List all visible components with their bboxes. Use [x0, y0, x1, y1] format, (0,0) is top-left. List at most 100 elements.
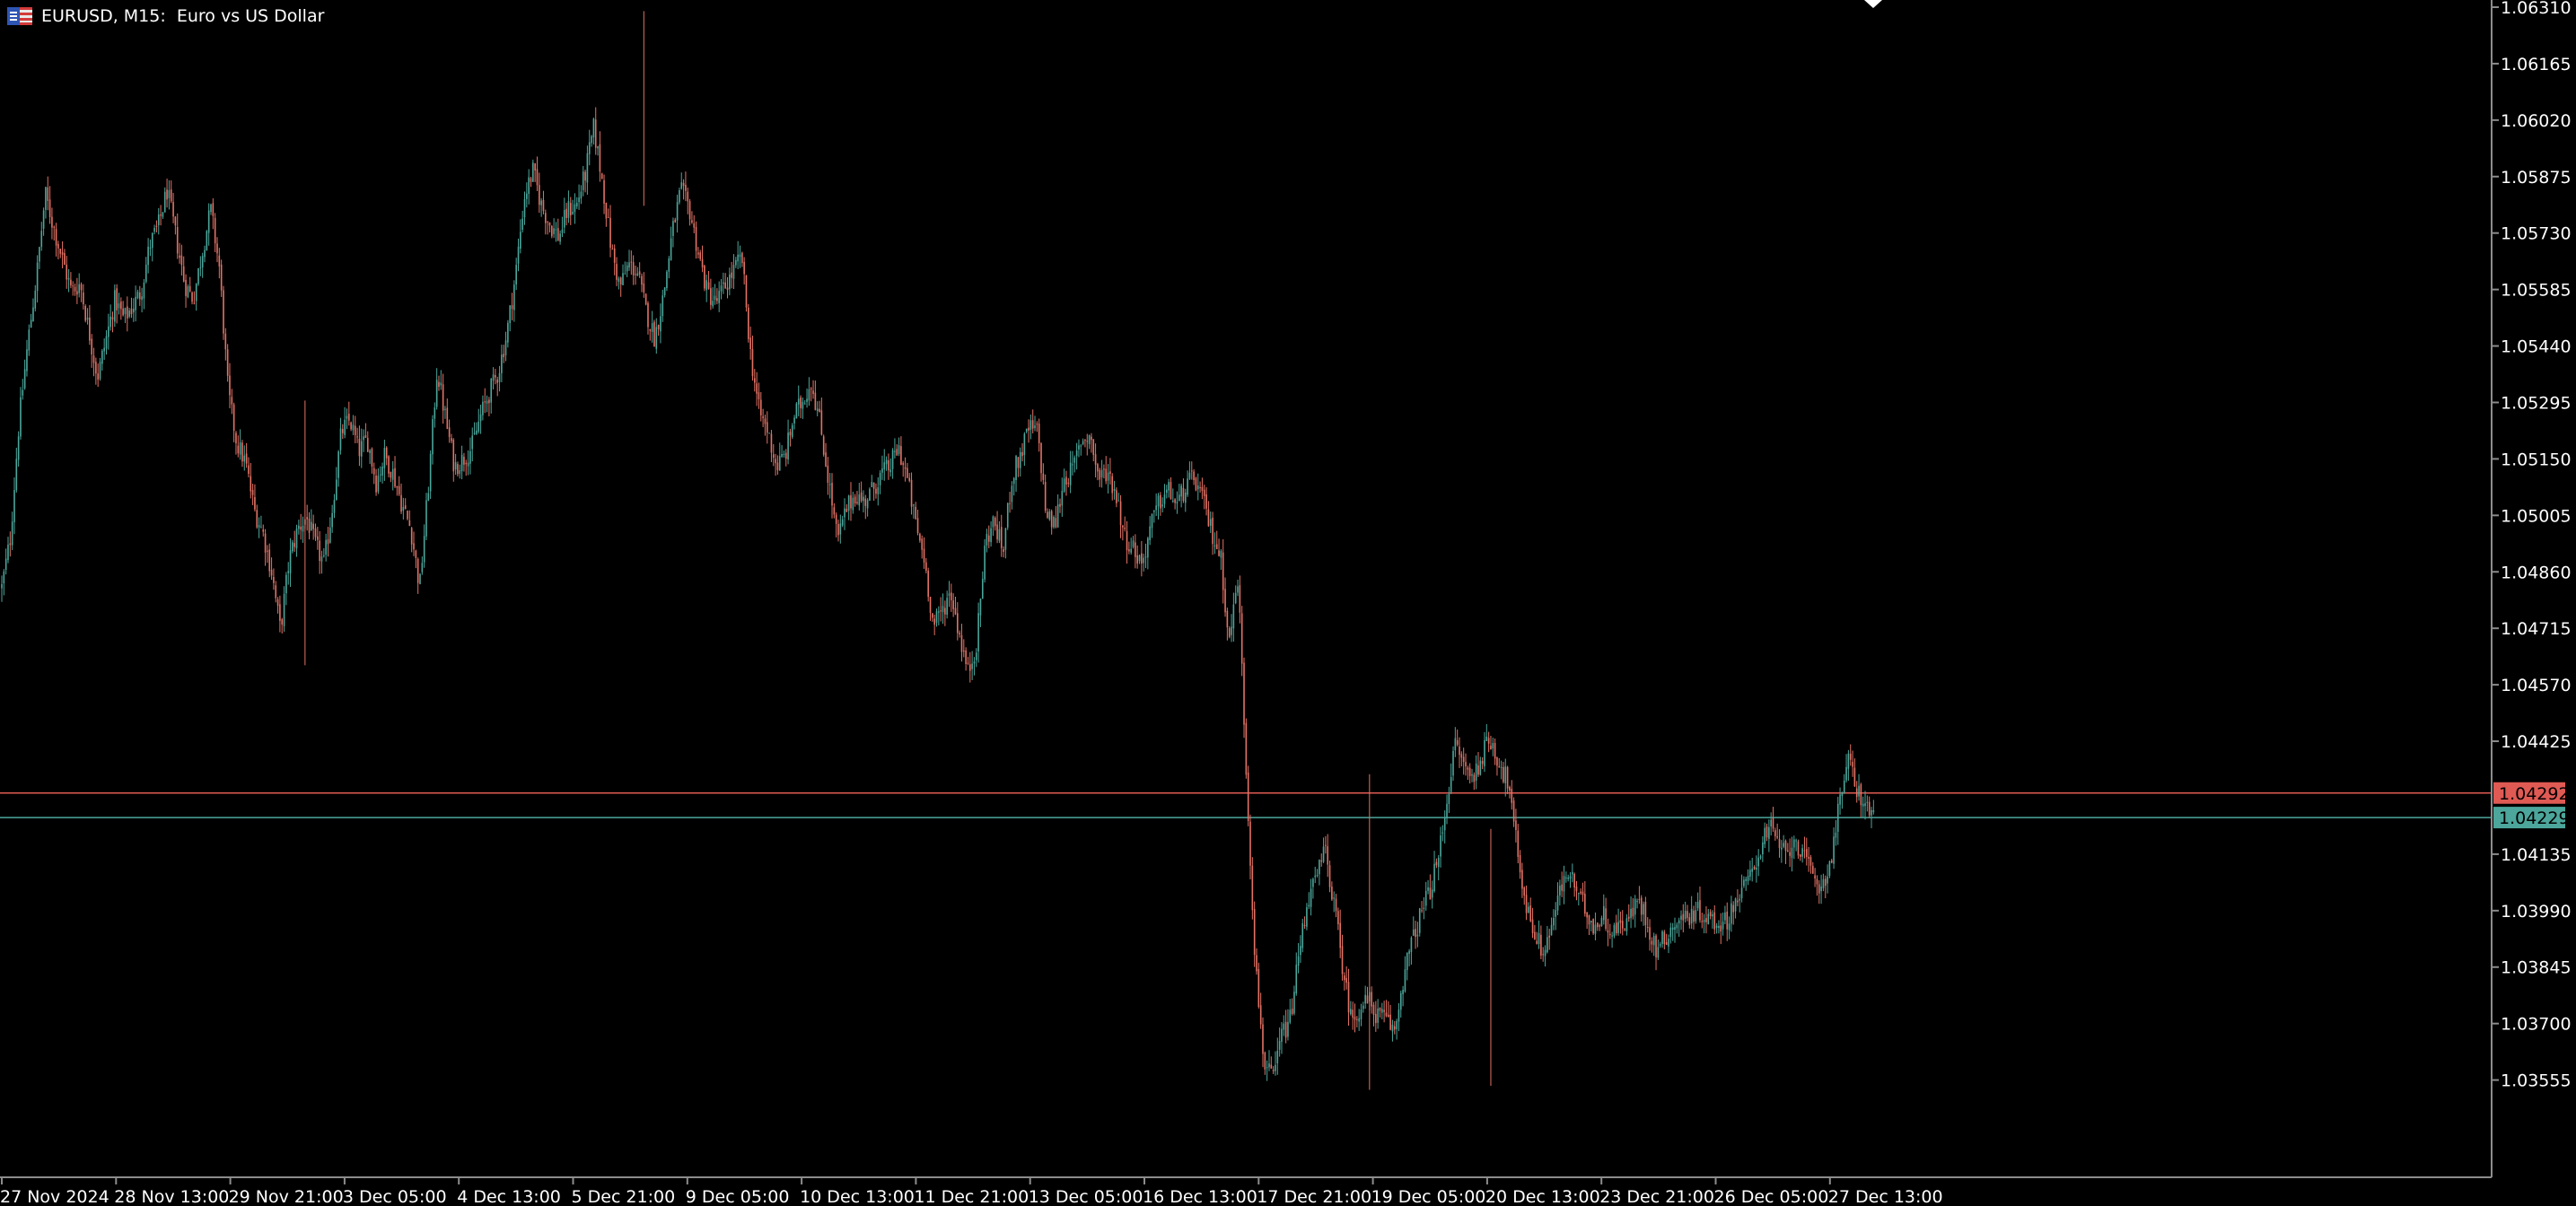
bull-candle	[1594, 924, 1597, 934]
bear-candle	[846, 508, 848, 512]
bear-candle	[605, 203, 608, 219]
bear-candle	[613, 248, 616, 263]
bear-candle	[1542, 954, 1545, 956]
bull-candle	[1427, 887, 1429, 891]
y-tick-label: 1.05730	[2501, 224, 2572, 244]
bear-candle	[743, 261, 745, 275]
bull-candle	[1636, 900, 1638, 902]
bear-candle	[968, 664, 971, 671]
bull-candle	[427, 493, 430, 501]
bull-candle	[30, 319, 32, 328]
bear-candle	[1190, 470, 1193, 472]
bull-candle	[666, 271, 668, 289]
bear-candle	[317, 536, 319, 540]
bear-candle	[819, 408, 820, 413]
bull-candle	[858, 494, 861, 506]
bear-candle	[413, 543, 415, 550]
bull-candle	[1572, 871, 1573, 875]
bear-candle	[264, 533, 267, 553]
bid-price-tag	[2493, 782, 2565, 804]
bear-candle	[1205, 494, 1207, 509]
bull-candle	[339, 428, 342, 450]
bull-candle	[1715, 925, 1718, 928]
bear-candle	[1592, 919, 1594, 934]
bear-candle	[84, 305, 86, 321]
bear-candle	[438, 381, 440, 388]
bear-candle	[896, 449, 898, 456]
bull-candle	[1630, 908, 1632, 919]
bull-candle	[1358, 1018, 1360, 1022]
bear-candle	[776, 462, 779, 470]
bear-candle	[907, 468, 908, 478]
bear-candle	[1640, 897, 1643, 915]
bear-candle	[1253, 909, 1256, 956]
bull-candle	[482, 401, 484, 415]
bear-candle	[51, 216, 53, 228]
bear-candle	[1548, 935, 1550, 938]
bull-candle	[1069, 462, 1072, 485]
bear-candle	[1797, 841, 1800, 856]
bear-candle	[1465, 762, 1467, 767]
bear-candle	[356, 436, 358, 438]
bull-candle	[1696, 902, 1699, 909]
bull-candle	[1475, 763, 1477, 781]
bull-candle	[243, 455, 246, 462]
bear-candle	[1644, 902, 1647, 926]
bear-candle	[1245, 722, 1248, 775]
bull-candle	[1232, 604, 1235, 629]
bull-candle	[1147, 537, 1149, 558]
bull-candle	[1316, 875, 1319, 877]
bull-candle	[1862, 803, 1864, 807]
bear-candle	[1868, 801, 1871, 816]
bull-candle	[1431, 889, 1433, 898]
bull-candle	[737, 254, 739, 262]
bull-candle	[298, 525, 300, 529]
bear-candle	[1272, 1070, 1275, 1071]
bull-candle	[432, 419, 434, 455]
bull-candle	[1872, 809, 1875, 813]
bull-candle	[492, 374, 495, 381]
bear-candle	[1262, 1024, 1264, 1054]
bear-candle	[1099, 469, 1101, 480]
bull-candle	[1734, 898, 1737, 912]
bear-candle	[262, 529, 265, 532]
bear-candle	[1816, 878, 1818, 885]
bull-candle	[1707, 913, 1710, 924]
bear-candle	[1174, 499, 1176, 503]
bear-candle	[385, 447, 388, 459]
bear-candle	[1462, 756, 1465, 763]
bull-candle	[17, 436, 20, 460]
bull-candle	[23, 369, 26, 389]
bull-candle	[1209, 519, 1212, 526]
bear-candle	[967, 662, 969, 664]
bear-candle	[1356, 1018, 1358, 1020]
price-lines: 1.04292 1.04229	[0, 782, 2570, 829]
bull-candle	[1611, 935, 1613, 937]
bear-candle	[116, 288, 118, 310]
x-tick-label: 26 Dec 05:00	[1714, 1187, 1829, 1206]
bull-candle	[520, 232, 521, 249]
bear-candle	[1824, 878, 1827, 887]
bull-candle	[1314, 875, 1317, 878]
bear-candle	[398, 485, 400, 494]
bear-candle	[954, 607, 957, 615]
bull-candle	[145, 264, 147, 283]
bear-candle	[1193, 471, 1195, 481]
chart-shift-marker[interactable]	[1864, 0, 1882, 9]
bull-candle	[1745, 878, 1748, 881]
bull-candle	[803, 403, 806, 405]
bear-candle	[921, 538, 923, 550]
bear-candle	[496, 380, 499, 383]
bear-candle	[1222, 552, 1224, 590]
bear-candle	[1753, 866, 1756, 870]
bull-candle	[258, 525, 260, 528]
bear-candle	[1772, 817, 1774, 829]
x-tick-label: 28 Nov 13:00	[114, 1187, 229, 1206]
bear-candle	[1515, 820, 1517, 831]
bull-candle	[1613, 924, 1616, 937]
bear-candle	[358, 438, 361, 457]
bear-candle	[607, 216, 609, 218]
bull-candle	[517, 246, 520, 264]
